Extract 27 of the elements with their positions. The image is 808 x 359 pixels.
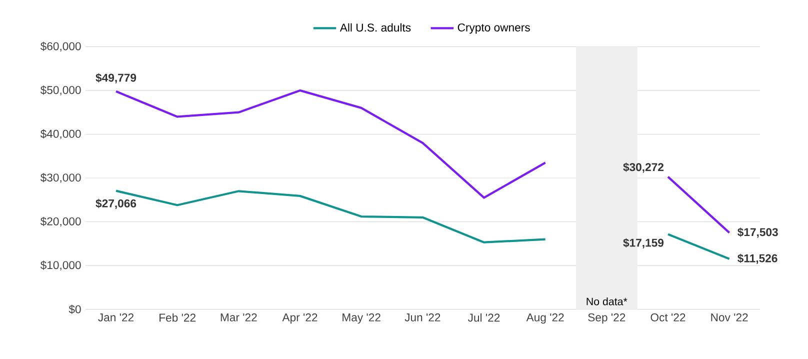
y-tick-label: $0 <box>68 304 81 314</box>
y-tick-label: $30,000 <box>40 173 81 184</box>
x-tick-label: May '22 <box>342 314 380 324</box>
data-label: $11,526 <box>738 254 778 264</box>
y-tick-label: $20,000 <box>40 217 81 227</box>
x-tick-label: Apr '22 <box>282 314 318 324</box>
legend-label: Crypto owners <box>458 24 530 34</box>
x-tick-label: Nov '22 <box>711 314 748 322</box>
x-tick-label: Jun '22 <box>404 314 440 322</box>
data-label: $30,272 <box>623 162 664 173</box>
data-label: $17,503 <box>738 228 778 238</box>
x-tick-label: Jul '22 <box>468 314 500 322</box>
x-tick-label: Feb '22 <box>160 314 196 322</box>
y-tick-label: $40,000 <box>40 129 81 140</box>
data-label: $27,066 <box>96 199 136 210</box>
legend-label: All U.S. adults <box>340 23 411 32</box>
x-tick-label: Aug '22 <box>526 314 564 324</box>
y-tick-label: $60,000 <box>40 42 81 52</box>
x-tick-label: Sep '22 <box>588 314 626 324</box>
data-label: $17,159 <box>623 238 664 249</box>
x-tick-label: Mar '22 <box>220 314 257 322</box>
y-tick-label: $50,000 <box>40 86 81 96</box>
band-label: No data* <box>586 298 628 306</box>
x-tick-label: Jan '22 <box>98 314 134 322</box>
data-label: $49,779 <box>96 73 136 84</box>
x-tick-label: Oct '22 <box>650 314 686 322</box>
y-tick-label: $10,000 <box>40 260 81 271</box>
